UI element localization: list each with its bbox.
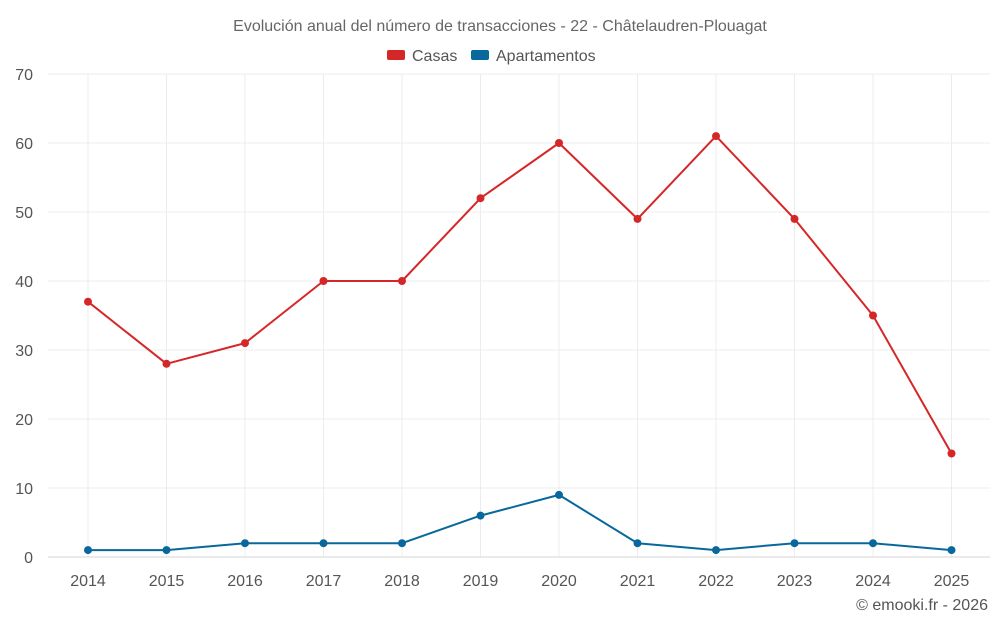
x-tick-label: 2025 [934, 573, 970, 590]
legend-item-apartamentos[interactable]: Apartamentos [471, 48, 596, 65]
data-point-apartamentos[interactable] [398, 539, 406, 548]
y-tick-label: 20 [15, 412, 33, 429]
series-line-casas [87, 135, 953, 454]
data-point-apartamentos[interactable] [84, 546, 92, 555]
data-point-apartamentos[interactable] [241, 539, 249, 548]
data-point-casas[interactable] [869, 311, 877, 320]
data-point-apartamentos[interactable] [555, 490, 563, 499]
x-tick-label: 2020 [541, 573, 577, 590]
data-point-casas[interactable] [476, 194, 485, 203]
y-tick-label: 30 [15, 343, 33, 360]
data-point-apartamentos[interactable] [319, 539, 328, 548]
legend-label-casas: Casas [412, 48, 457, 65]
data-point-apartamentos[interactable] [162, 546, 171, 555]
data-point-casas[interactable] [84, 297, 92, 306]
series-apartamentos [84, 490, 956, 555]
x-tick-label: 2024 [855, 573, 891, 590]
y-tick-label: 0 [24, 550, 33, 567]
y-tick-label: 40 [15, 274, 33, 291]
x-tick-label: 2015 [149, 573, 185, 590]
data-point-casas[interactable] [162, 359, 171, 368]
x-tick-label: 2017 [306, 573, 342, 590]
data-point-casas[interactable] [241, 339, 249, 348]
y-tick-label: 70 [15, 67, 33, 84]
data-point-casas[interactable] [947, 449, 956, 458]
data-point-apartamentos[interactable] [790, 539, 799, 548]
x-tick-label: 2018 [384, 573, 420, 590]
data-point-apartamentos[interactable] [476, 511, 485, 520]
legend-swatch-apartamentos [471, 50, 489, 60]
data-point-casas[interactable] [790, 214, 799, 223]
data-point-apartamentos[interactable] [947, 546, 956, 555]
x-tick-label: 2022 [698, 573, 734, 590]
series-line-apartamentos [88, 493, 952, 552]
x-tick-label: 2019 [463, 573, 499, 590]
y-tick-label: 50 [15, 205, 33, 222]
data-point-casas[interactable] [398, 277, 406, 285]
data-point-casas[interactable] [319, 277, 328, 285]
legend-swatch-casas [387, 50, 405, 60]
legend-item-casas[interactable]: Casas [387, 48, 457, 65]
series [84, 132, 956, 555]
legend-label-apartamentos: Apartamentos [496, 48, 596, 65]
data-point-apartamentos[interactable] [712, 546, 720, 555]
x-tick-label: 2021 [620, 573, 656, 590]
chart-title: Evolución anual del número de transaccio… [233, 18, 767, 35]
data-point-apartamentos[interactable] [869, 539, 877, 548]
data-point-apartamentos[interactable] [633, 539, 642, 548]
x-tick-label: 2014 [70, 573, 106, 590]
data-point-casas[interactable] [633, 214, 642, 223]
y-tick-label: 60 [15, 136, 33, 153]
data-point-casas[interactable] [712, 132, 720, 141]
x-tick-label: 2023 [777, 573, 813, 590]
grid [48, 73, 990, 557]
axes: 0 10 20 30 40 50 60 70 2014 2015 2016 2017 2018 2019 2… [15, 67, 990, 590]
credit-text: © emooki.fr - 2026 [856, 597, 988, 614]
data-point-casas[interactable] [555, 139, 563, 147]
series-casas [84, 132, 956, 458]
legend: Casas Apartamentos [387, 48, 596, 65]
y-tick-label: 10 [15, 481, 33, 498]
x-tick-label: 2016 [227, 573, 263, 590]
